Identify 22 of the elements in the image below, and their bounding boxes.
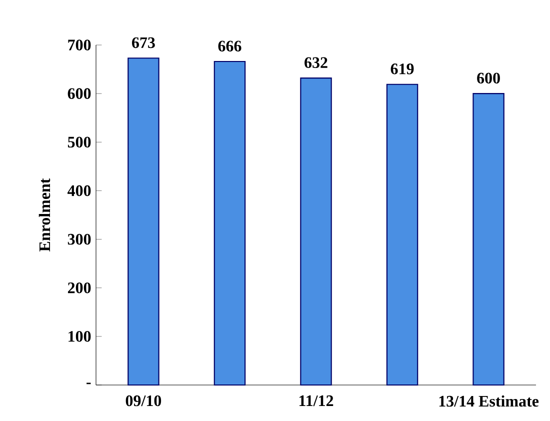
y-tick-label: 300: [68, 234, 91, 245]
y-tick-label: 100: [68, 331, 91, 342]
bar: [128, 58, 160, 386]
data-label: 619: [390, 64, 414, 74]
y-tick-label: 600: [68, 88, 91, 99]
bar: [386, 84, 418, 386]
data-label: 673: [132, 37, 155, 48]
y-tick-label: -: [86, 382, 91, 384]
data-label: 666: [218, 40, 242, 52]
y-tick-label: 400: [68, 185, 91, 196]
bar: [300, 78, 332, 386]
data-label: 632: [304, 57, 328, 68]
y-axis-title: Enrolment: [38, 178, 50, 252]
bar: [214, 60, 246, 386]
y-tick-label: 700: [68, 40, 91, 50]
y-tick-label: 200: [68, 282, 91, 294]
x-tick-label: 13/14 Estimate: [439, 395, 539, 407]
data-label: 600: [477, 72, 500, 84]
bar: [472, 93, 504, 386]
y-tick-label: 500: [68, 136, 91, 148]
x-tick-label: 09/10: [126, 395, 162, 406]
x-tick-label: 11/12: [299, 395, 334, 406]
